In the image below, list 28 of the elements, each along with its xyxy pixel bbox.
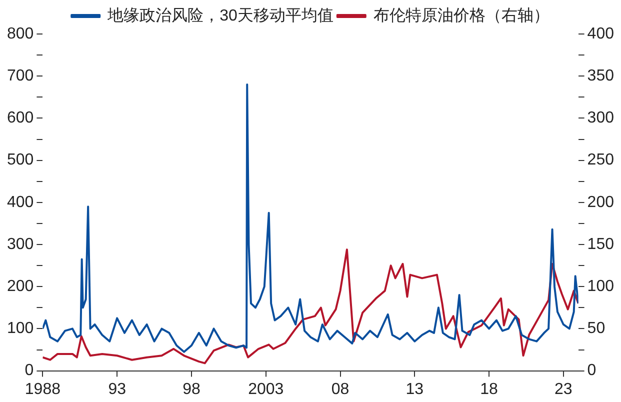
y-tick-label: 400 — [6, 194, 34, 211]
y2-tick-label: 100 — [587, 278, 614, 296]
x-tick-label: 2003 — [248, 380, 284, 398]
x-tick-label: 18 — [480, 380, 498, 398]
x-tick-label: 13 — [406, 380, 424, 398]
y2-tick-label: 200 — [587, 194, 614, 211]
y-tick-label: 700 — [6, 68, 34, 85]
x-tick-label: 1988 — [24, 380, 61, 398]
y2-tick-label: 50 — [587, 320, 606, 338]
y2-tick-label: 250 — [587, 152, 614, 169]
y-tick-label: 600 — [6, 110, 34, 127]
y-tick-label: 0 — [24, 362, 34, 380]
y2-tick-label: 300 — [587, 110, 614, 127]
x-tick-label: 23 — [554, 380, 572, 398]
y-tick-label: 500 — [6, 152, 34, 169]
y2-tick-label: 400 — [587, 25, 614, 42]
legend-label: 布伦特原油价格（右轴） — [373, 6, 550, 24]
y-tick-label: 300 — [6, 236, 34, 253]
x-tick-label: 08 — [331, 380, 350, 398]
y2-tick-label: 0 — [587, 362, 596, 380]
y-tick-label: 100 — [6, 320, 34, 338]
legend-label: 地缘政治风险，30天移动平均值 — [106, 6, 334, 24]
y2-tick-label: 150 — [587, 236, 614, 253]
x-tick-label: 98 — [182, 380, 200, 398]
y-tick-label: 200 — [6, 278, 34, 296]
y-tick-label: 800 — [6, 25, 34, 42]
y2-tick-label: 350 — [587, 68, 614, 85]
x-tick-label: 93 — [108, 380, 126, 398]
